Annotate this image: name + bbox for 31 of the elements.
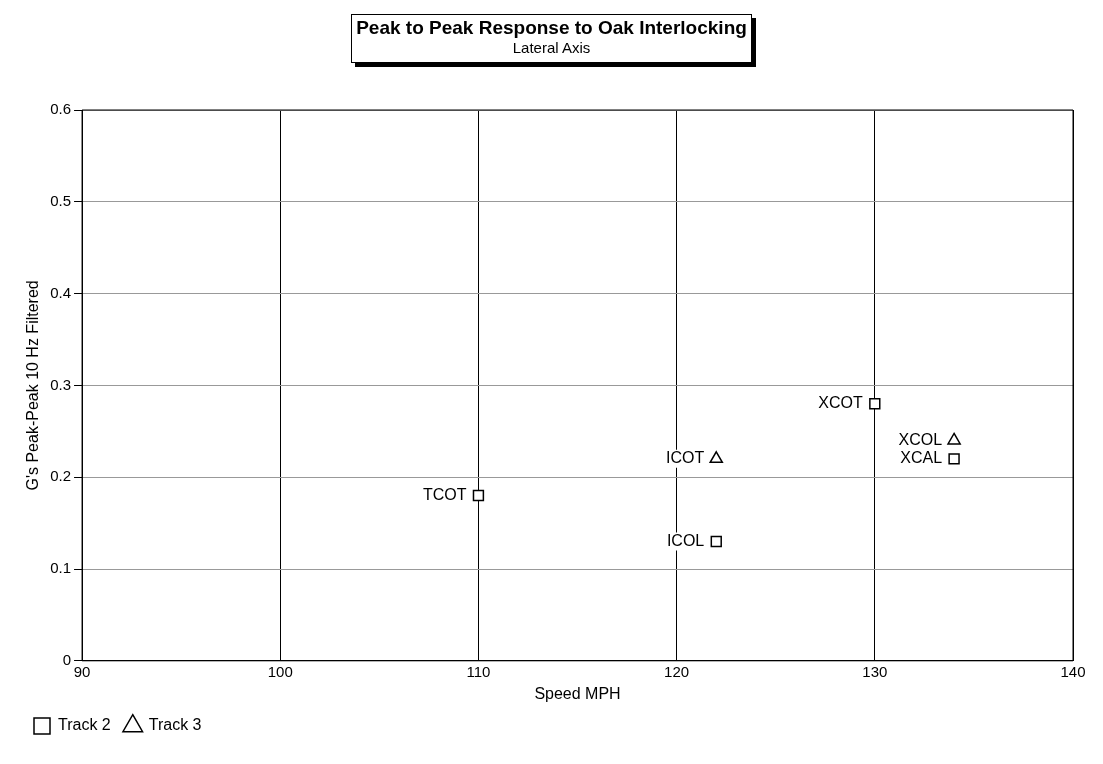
annotation: ICOL	[666, 531, 705, 549]
x-tick-label: 100	[267, 662, 293, 680]
point	[948, 453, 960, 465]
annotation: TCOT	[422, 485, 467, 503]
chart-subtitle: Lateral Axis	[511, 39, 592, 56]
x-tick-label: 130	[862, 662, 888, 680]
point	[947, 432, 961, 445]
legend-label: Track 2	[58, 716, 111, 734]
legend-label: Track 3	[148, 716, 202, 734]
point	[472, 489, 485, 502]
y-tick-label: 0	[62, 650, 72, 668]
chart-title: Peak to Peak Response to Oak Interlocking	[356, 17, 747, 39]
y-tick-label: 0.5	[50, 191, 72, 209]
y-tick-label: 0.6	[50, 100, 72, 118]
annotation: XCAL	[900, 449, 943, 467]
x-tick-label: 110	[466, 662, 491, 680]
y-tick-label: 0.2	[50, 467, 72, 485]
annotation: XCOL	[898, 430, 943, 448]
y-tick-label: 0.4	[50, 283, 72, 301]
y-tick-label: 0.3	[50, 375, 72, 393]
y-tick-label: 0.1	[50, 559, 72, 577]
annotation: XCOT	[818, 394, 864, 412]
x-tick-label: 90	[73, 662, 91, 680]
x-tick-label: 140	[1060, 662, 1086, 680]
point	[869, 398, 881, 410]
x-tick-label: 120	[664, 662, 690, 680]
annotation: ICOT	[666, 449, 705, 467]
point	[710, 535, 722, 548]
point	[709, 451, 724, 464]
x-axis-title: Speed MPH	[534, 684, 621, 702]
y-axis-title: G's Peak-Peak 10 Hz Filtered	[24, 280, 42, 491]
